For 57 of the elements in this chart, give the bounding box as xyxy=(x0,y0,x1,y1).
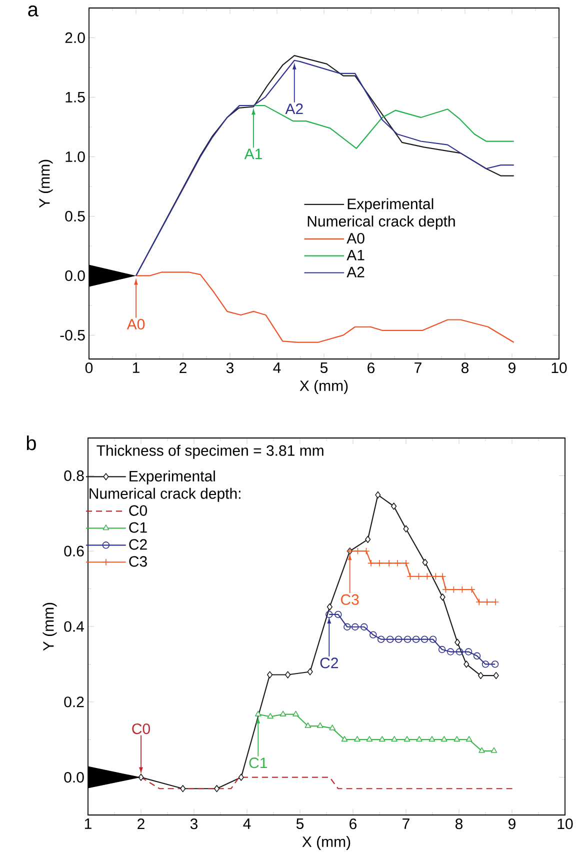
x-tick-label: 3 xyxy=(190,818,198,830)
y-tick-label: 2.0 xyxy=(65,32,85,44)
legend-label: C2 xyxy=(129,539,147,550)
x-tick-label: 2 xyxy=(138,818,144,830)
x-tick-label: 1 xyxy=(84,818,92,829)
legend-label: A1 xyxy=(346,250,364,260)
annotation: C1 xyxy=(249,758,267,768)
legend-label: A2 xyxy=(346,266,364,278)
x-tick-label: 7 xyxy=(402,818,410,829)
legend-label: C3 xyxy=(129,556,147,567)
y-tick-label: 1.5 xyxy=(66,92,85,102)
y-tick-label: 0.6 xyxy=(64,546,84,556)
y-tick-label: 0.0 xyxy=(64,772,84,783)
x-tick-label: 8 xyxy=(455,818,463,830)
x-tick-label: 1 xyxy=(132,362,140,373)
y-tick-label: 0.4 xyxy=(64,621,84,632)
y-tick-label: 0.2 xyxy=(64,696,84,708)
annotation: A1 xyxy=(244,148,262,160)
y-tick-label: 0.5 xyxy=(65,210,85,222)
x-tick-label: 6 xyxy=(350,818,357,830)
x-tick-label: 4 xyxy=(243,818,251,829)
x-tick-label: 10 xyxy=(552,362,567,374)
x-tick-label: 7 xyxy=(414,362,422,373)
annotation: Thickness of specimen = 3.81 mm xyxy=(96,444,324,459)
y-axis-title: Y (mm) xyxy=(38,160,53,208)
x-tick-label: 4 xyxy=(273,362,281,373)
x-tick-label: 10 xyxy=(558,818,573,830)
legend-label: C0 xyxy=(129,505,147,516)
annotation: C0 xyxy=(132,723,150,734)
x-tick-label: 8 xyxy=(461,362,469,374)
y-tick-label: 0.8 xyxy=(64,470,84,482)
x-tick-label: 5 xyxy=(296,818,304,829)
annotation: A2 xyxy=(285,104,303,114)
y-tick-label: 0.0 xyxy=(65,270,85,282)
annotation: C3 xyxy=(341,594,359,605)
legend-label: Experimental xyxy=(348,198,434,212)
chart-title: a xyxy=(28,6,38,16)
legend-title: Numerical crack depth xyxy=(308,216,455,230)
legend-label: C1 xyxy=(129,522,147,533)
x-axis-title: X (mm) xyxy=(300,380,348,394)
legend-title: Numerical crack depth: xyxy=(90,488,240,502)
x-tick-label: 3 xyxy=(226,362,234,374)
x-tick-label: 0 xyxy=(85,362,93,374)
x-tick-label: 9 xyxy=(508,362,516,374)
chart-title: b xyxy=(26,436,36,450)
x-tick-label: 2 xyxy=(180,362,186,374)
y-tick-label: -0.5 xyxy=(60,330,85,341)
annotation: A0 xyxy=(126,318,145,330)
y-tick-label: 1.0 xyxy=(66,151,85,162)
x-axis-title: X (mm) xyxy=(302,836,350,850)
legend-label: Experimental xyxy=(130,470,215,484)
x-tick-label: 6 xyxy=(368,362,375,374)
x-tick-label: 5 xyxy=(320,362,328,373)
x-tick-label: 9 xyxy=(508,818,516,830)
y-axis-title: Y (mm) xyxy=(42,602,57,651)
legend-label: A0 xyxy=(346,232,364,244)
annotation: C2 xyxy=(320,658,338,668)
